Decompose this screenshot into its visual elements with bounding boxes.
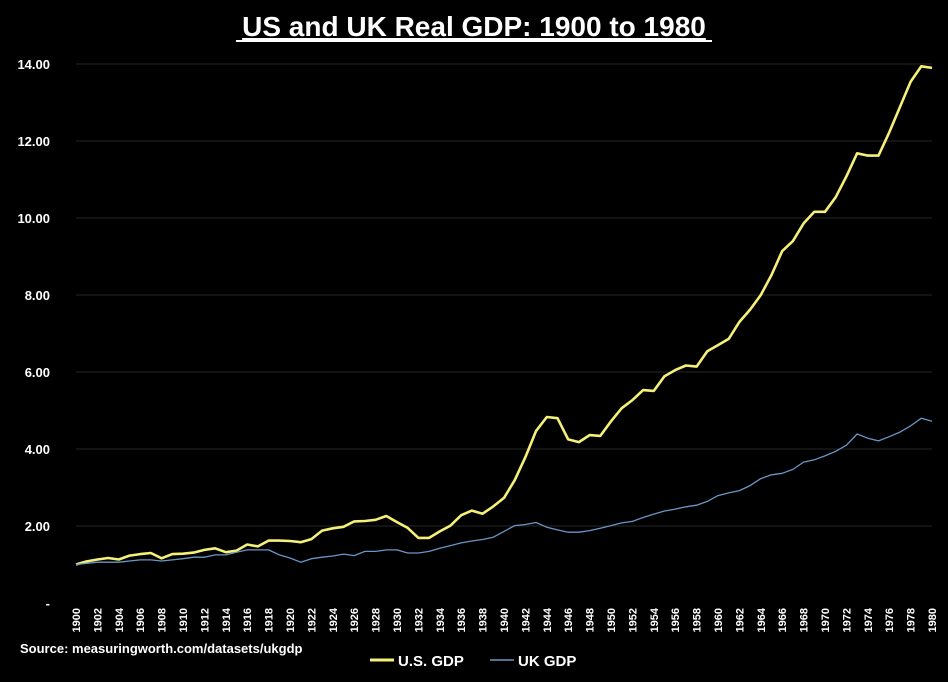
x-tick-label: 1924 (328, 607, 340, 632)
x-tick-label: 1958 (692, 608, 704, 632)
x-tick-label: 1916 (242, 608, 254, 632)
x-tick-label: 1960 (713, 608, 725, 632)
x-tick-label: 1922 (306, 608, 318, 632)
y-tick-label: 14.00 (17, 57, 50, 72)
y-tick-label: 12.00 (17, 134, 50, 149)
x-tick-label: 1972 (841, 608, 853, 632)
x-tick-label: 1934 (435, 607, 447, 632)
x-tick-label: 1940 (499, 608, 511, 632)
x-tick-label: 1962 (734, 608, 746, 632)
x-tick-label: 1954 (649, 607, 661, 632)
x-tick-label: 1904 (114, 607, 126, 632)
x-tick-label: 1952 (627, 608, 639, 632)
series-line-u-s-gdp (75, 65, 933, 566)
x-tick-label: 1908 (157, 608, 169, 632)
x-tick-label: 1936 (456, 608, 468, 632)
y-tick-label: 4.00 (25, 442, 50, 457)
x-tick-label: 1950 (606, 608, 618, 632)
y-tick-label: 8.00 (25, 288, 50, 303)
y-tick-label: - (46, 596, 50, 611)
x-tick-label: 1974 (863, 607, 875, 632)
series-lines (75, 65, 933, 566)
x-tick-label: 1912 (199, 608, 211, 632)
x-tick-label: 1930 (392, 608, 404, 632)
legend-label-uk-gdp: UK GDP (518, 653, 576, 670)
x-tick-label: 1920 (285, 608, 297, 632)
x-tick-label: 1980 (927, 608, 939, 632)
x-tick-label: 1902 (92, 608, 104, 632)
x-tick-label: 1914 (221, 607, 233, 632)
y-axis-ticks: - 2.00 4.00 6.00 8.00 10.00 12.00 14.00 (17, 57, 50, 611)
x-tick-label: 1946 (563, 608, 575, 632)
x-tick-label: 1956 (670, 608, 682, 632)
x-tick-label: 1928 (371, 608, 383, 632)
y-tick-label: 10.00 (17, 211, 50, 226)
x-tick-label: 1976 (884, 608, 896, 632)
chart-title: US and UK Real GDP: 1900 to 1980 (242, 11, 706, 42)
x-tick-label: 1944 (542, 607, 554, 632)
x-tick-label: 1932 (413, 608, 425, 632)
series-line-uk-gdp (75, 417, 933, 566)
source-note: Source: measuringworth.com/datasets/ukgd… (20, 641, 303, 656)
x-tick-label: 1918 (264, 608, 276, 632)
x-tick-label: 1964 (756, 607, 768, 632)
x-tick-label: 1906 (135, 608, 147, 632)
y-gridlines (76, 63, 932, 527)
x-tick-label: 1978 (906, 608, 918, 632)
legend-label-us-gdp: U.S. GDP (398, 653, 464, 670)
y-tick-label: 6.00 (25, 365, 50, 380)
x-tick-label: 1970 (820, 608, 832, 632)
x-tick-label: 1966 (777, 608, 789, 632)
x-tick-label: 1938 (478, 608, 490, 632)
legend: U.S. GDP UK GDP (370, 653, 576, 670)
y-tick-label: 2.00 (25, 519, 50, 534)
x-tick-label: 1926 (349, 608, 361, 632)
x-tick-label: 1900 (71, 608, 83, 632)
x-tick-label: 1942 (520, 608, 532, 632)
x-tick-label: 1910 (178, 608, 190, 632)
x-tick-label: 1968 (799, 608, 811, 632)
x-tick-label: 1948 (585, 608, 597, 632)
x-axis-ticks: 1900 1902 1904 1906 1908 1910 1912 1914 1916 1918… (71, 607, 939, 632)
